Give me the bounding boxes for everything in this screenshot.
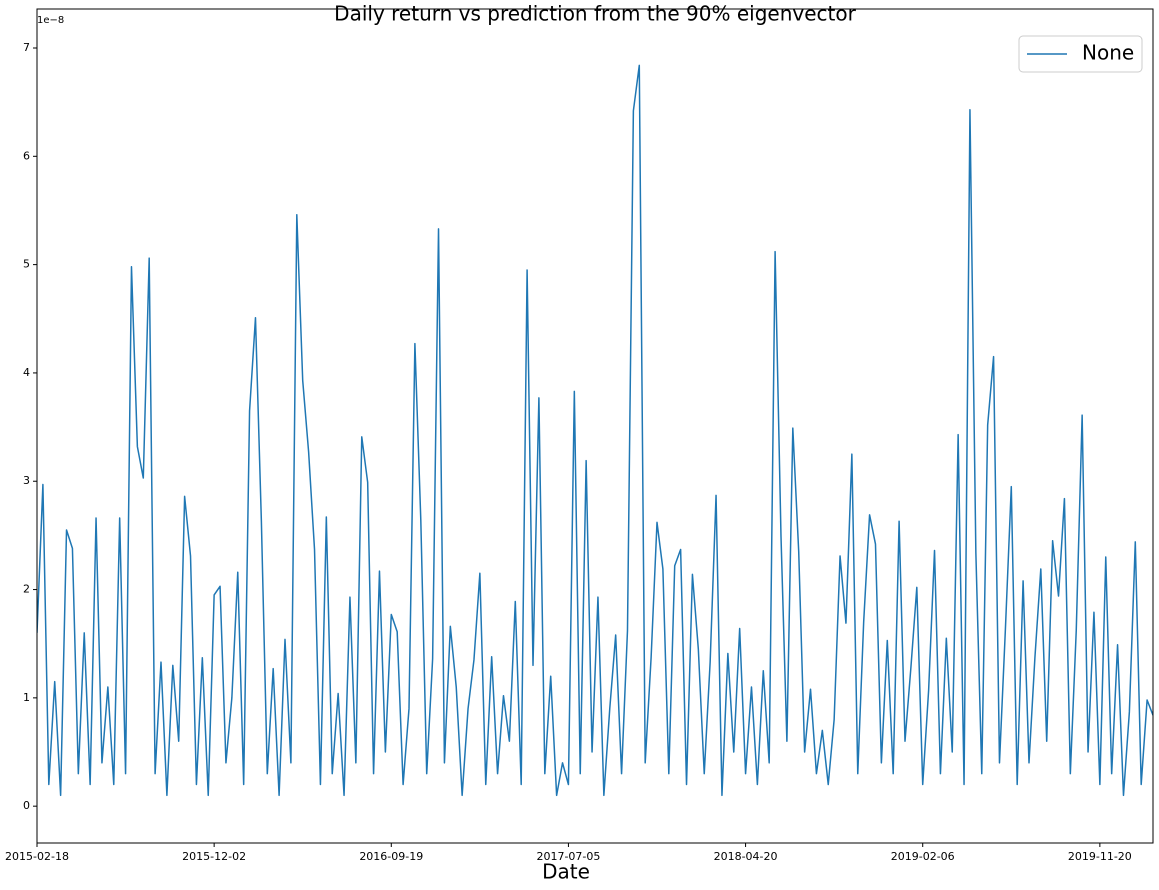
y-tick-label: 4 [23, 366, 30, 379]
x-tick-label: 2019-11-20 [1068, 850, 1132, 863]
x-tick-label: 2018-04-20 [714, 850, 778, 863]
x-tick-label: 2017-07-05 [536, 850, 600, 863]
legend-label: None [1082, 41, 1134, 65]
y-tick-label: 6 [23, 149, 30, 162]
y-offset-label: 1e−8 [37, 15, 64, 26]
legend-box [1018, 35, 1143, 73]
y-tick-label: 1 [23, 691, 30, 704]
x-tick-label: 2019-02-06 [891, 850, 955, 863]
x-tick-label: 2016-09-19 [359, 850, 423, 863]
y-tick-label: 5 [23, 258, 30, 271]
y-tick-label: 2 [23, 583, 30, 596]
y-tick-label: 3 [23, 474, 30, 487]
x-tick-label: 2015-02-18 [5, 850, 69, 863]
x-tick-label: 2015-12-02 [182, 850, 246, 863]
chart-title: Daily return vs prediction from the 90% … [334, 2, 856, 26]
y-tick-label: 7 [23, 41, 30, 54]
y-tick-label: 0 [23, 799, 30, 812]
line-series [37, 64, 1153, 797]
plot-frame [36, 8, 1154, 844]
x-axis-label: Date [542, 860, 590, 884]
